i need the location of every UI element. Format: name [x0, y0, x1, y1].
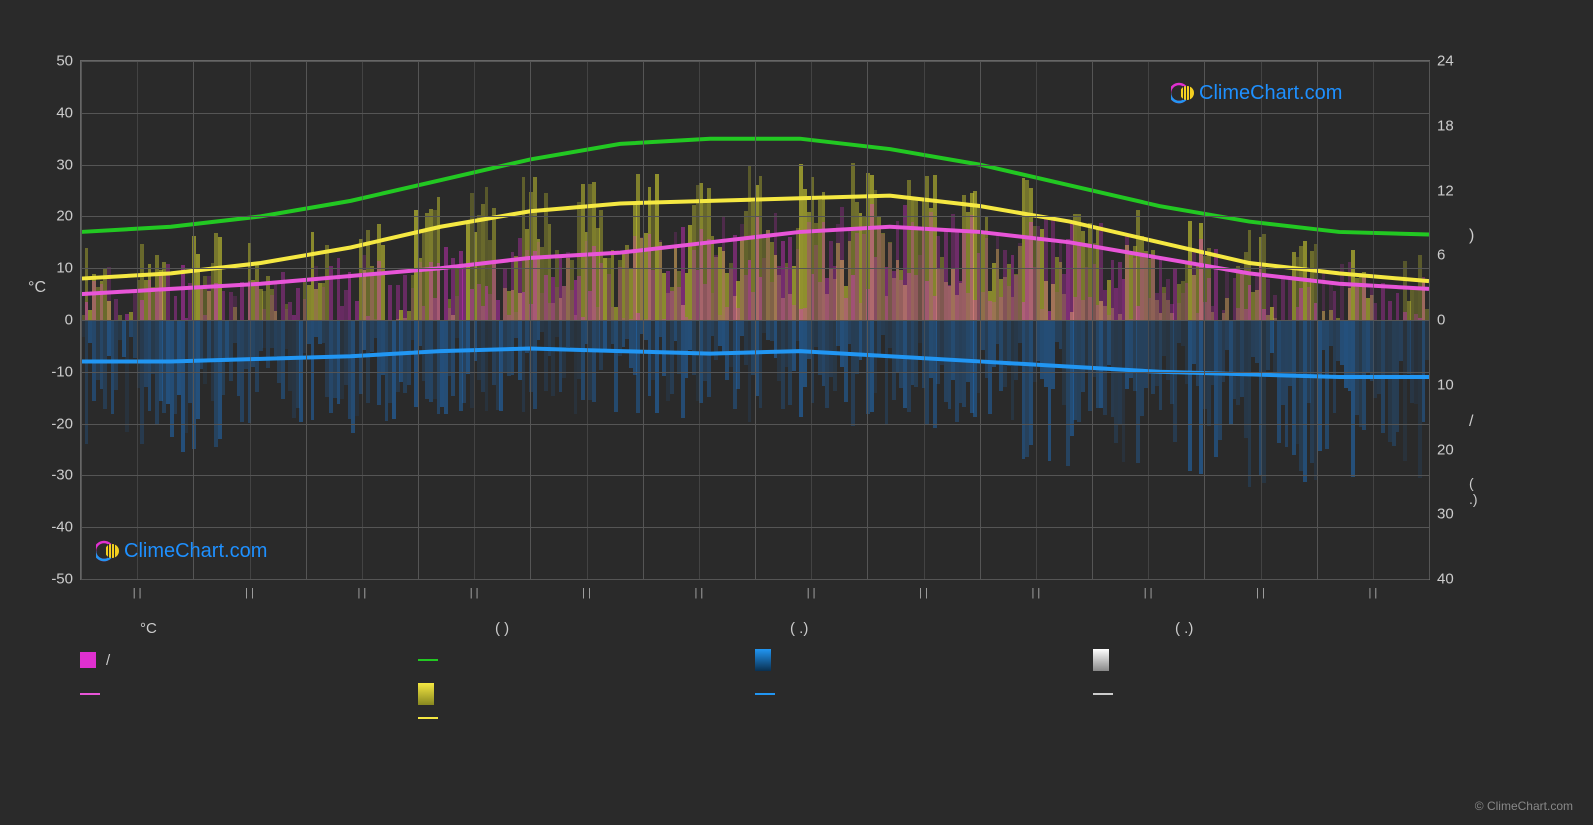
x-tick: | | [919, 587, 928, 599]
watermark-top: ClimeChart.com [1171, 81, 1342, 105]
watermark-bottom: ClimeChart.com [96, 539, 267, 563]
legend-col-header: ( ) [395, 620, 750, 637]
legend-item [755, 649, 1093, 671]
legend-item [1093, 683, 1431, 705]
legend-swatch-gradient [755, 649, 771, 671]
y-tick-right: 10 [1437, 376, 1454, 393]
x-tick: | | [133, 587, 142, 599]
legend: °C ( ) ( .) ( .) / [80, 620, 1430, 719]
legend-item [80, 683, 418, 705]
x-tick: | | [694, 587, 703, 599]
y-axis-left-label: °C [28, 279, 46, 297]
legend-swatch-line [1093, 693, 1113, 695]
legend-item [1093, 717, 1431, 719]
legend-item [80, 717, 418, 719]
legend-swatch-line [755, 693, 775, 695]
y-tick-left: 0 [65, 312, 73, 329]
x-tick: | | [245, 587, 254, 599]
y-tick-right: 40 [1437, 571, 1454, 588]
y-axis-right-label-mid: / [1469, 413, 1473, 431]
y-tick-right: 20 [1437, 441, 1454, 458]
legend-swatch-box [80, 652, 96, 668]
legend-header: °C ( ) ( .) ( .) [80, 620, 1430, 637]
y-tick-left: -10 [51, 363, 73, 380]
y-tick-left: -40 [51, 519, 73, 536]
y-tick-left: -20 [51, 415, 73, 432]
x-tick: | | [1031, 587, 1040, 599]
legend-item [1093, 649, 1431, 671]
y-tick-left: 10 [56, 260, 73, 277]
x-tick: | | [470, 587, 479, 599]
y-tick-right: 0 [1437, 312, 1445, 329]
plot-area: 50403020100-10-20-30-40-5024181260102030… [80, 60, 1430, 580]
legend-item: / [80, 649, 418, 671]
legend-swatch-gradient [1093, 649, 1109, 671]
legend-swatch-line [418, 717, 438, 719]
legend-col-header: °C [80, 620, 395, 637]
legend-swatch-line [418, 659, 438, 661]
legend-item [755, 717, 1093, 719]
x-tick: | | [1256, 587, 1265, 599]
legend-swatch-gradient [418, 683, 434, 705]
copyright: © ClimeChart.com [1475, 799, 1573, 813]
legend-swatch-line [80, 693, 100, 695]
y-tick-right: 6 [1437, 247, 1445, 264]
logo-icon [96, 539, 120, 563]
legend-col-header: ( .) [1045, 620, 1430, 637]
y-tick-right: 24 [1437, 53, 1454, 70]
x-tick: | | [1368, 587, 1377, 599]
x-tick: | | [1144, 587, 1153, 599]
chart-container: 50403020100-10-20-30-40-5024181260102030… [80, 60, 1430, 580]
y-tick-left: 30 [56, 156, 73, 173]
y-tick-left: 40 [56, 104, 73, 121]
legend-item [418, 649, 756, 671]
legend-row [80, 717, 1430, 719]
legend-item [418, 683, 756, 705]
y-tick-left: -50 [51, 571, 73, 588]
y-tick-left: 50 [56, 53, 73, 70]
y-tick-left: -30 [51, 467, 73, 484]
watermark-text: ClimeChart.com [124, 540, 267, 563]
legend-row [80, 683, 1430, 705]
legend-row: / [80, 649, 1430, 671]
x-tick: | | [582, 587, 591, 599]
legend-label: / [106, 652, 110, 669]
y-tick-left: 20 [56, 208, 73, 225]
legend-col-header: ( .) [750, 620, 1045, 637]
legend-item [755, 683, 1093, 705]
x-tick: | | [807, 587, 816, 599]
y-tick-right: 12 [1437, 182, 1454, 199]
logo-icon [1171, 81, 1195, 105]
y-axis-right-label-upper: ) [1469, 227, 1474, 245]
x-tick: | | [357, 587, 366, 599]
y-tick-right: 30 [1437, 506, 1454, 523]
y-axis-right-label-lower: ( .) [1469, 475, 1478, 507]
watermark-text: ClimeChart.com [1199, 82, 1342, 105]
y-tick-right: 18 [1437, 117, 1454, 134]
legend-item [418, 717, 756, 719]
